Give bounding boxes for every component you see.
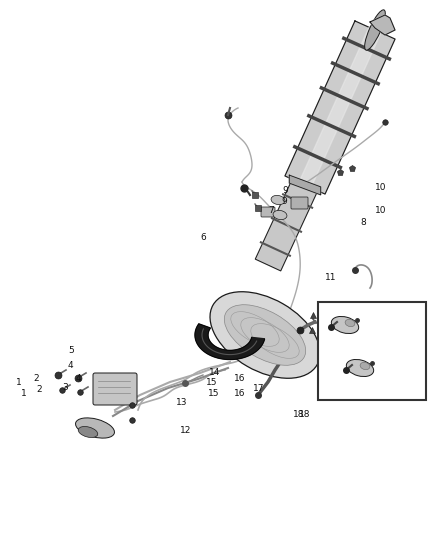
Text: 17: 17 bbox=[253, 384, 264, 392]
Ellipse shape bbox=[78, 426, 98, 438]
Text: 18: 18 bbox=[299, 410, 310, 419]
Polygon shape bbox=[195, 324, 265, 359]
Text: 9: 9 bbox=[281, 197, 287, 206]
Polygon shape bbox=[255, 179, 318, 271]
Polygon shape bbox=[370, 15, 395, 35]
Text: 1: 1 bbox=[21, 389, 27, 398]
Bar bbox=[318, 302, 426, 400]
FancyBboxPatch shape bbox=[291, 197, 308, 209]
Ellipse shape bbox=[345, 319, 355, 327]
Ellipse shape bbox=[224, 305, 306, 365]
Text: 9: 9 bbox=[283, 187, 289, 195]
Text: 18: 18 bbox=[293, 410, 304, 419]
Polygon shape bbox=[289, 175, 321, 195]
Text: 3: 3 bbox=[62, 383, 68, 392]
Ellipse shape bbox=[331, 317, 359, 334]
Text: 16: 16 bbox=[234, 374, 246, 383]
Polygon shape bbox=[299, 27, 381, 188]
Ellipse shape bbox=[365, 10, 385, 50]
Text: 1: 1 bbox=[16, 378, 22, 387]
Text: 14: 14 bbox=[209, 368, 220, 376]
Text: 4: 4 bbox=[75, 374, 81, 383]
Ellipse shape bbox=[346, 359, 374, 376]
Ellipse shape bbox=[75, 418, 114, 438]
Text: 11: 11 bbox=[325, 273, 337, 281]
Text: 15: 15 bbox=[206, 378, 218, 387]
FancyBboxPatch shape bbox=[93, 373, 137, 405]
Text: 7: 7 bbox=[268, 206, 274, 214]
Ellipse shape bbox=[273, 211, 287, 220]
Text: 10: 10 bbox=[375, 206, 387, 215]
Ellipse shape bbox=[360, 362, 370, 369]
FancyBboxPatch shape bbox=[261, 207, 275, 217]
Text: 15: 15 bbox=[208, 389, 219, 398]
Text: 12: 12 bbox=[180, 426, 191, 435]
Text: 4: 4 bbox=[67, 361, 73, 369]
Text: 13: 13 bbox=[176, 398, 187, 407]
Text: 6: 6 bbox=[200, 233, 206, 241]
Polygon shape bbox=[285, 21, 395, 194]
Text: 2: 2 bbox=[37, 385, 42, 393]
Text: 10: 10 bbox=[375, 183, 387, 192]
Ellipse shape bbox=[271, 196, 285, 205]
Text: 16: 16 bbox=[234, 389, 246, 398]
Ellipse shape bbox=[210, 292, 320, 378]
Text: 8: 8 bbox=[360, 219, 367, 227]
Text: 5: 5 bbox=[68, 346, 74, 354]
Text: 2: 2 bbox=[33, 374, 39, 383]
